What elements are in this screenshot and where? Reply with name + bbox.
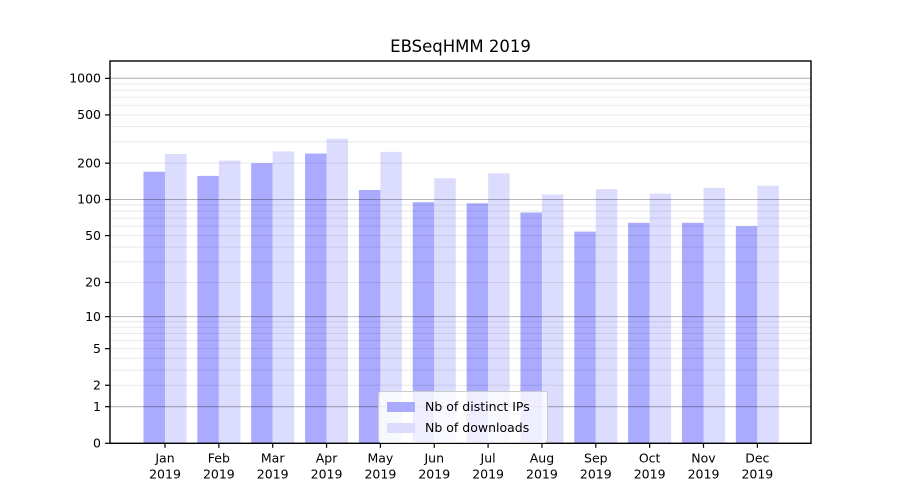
x-tick-label-aug: Aug: [530, 450, 554, 465]
axes-frame: [109, 60, 812, 444]
x-tick-label-jun: Jun: [423, 450, 444, 465]
legend-label-distinct-ips: Nb of distinct IPs: [425, 399, 530, 414]
x-tick-label-year-apr: 2019: [311, 466, 343, 481]
y-tick-label-500: 500: [77, 107, 101, 122]
bar-downloads-apr: [326, 138, 349, 444]
legend: Nb of distinct IPs Nb of downloads: [378, 391, 548, 443]
x-tick-label-dec: Dec: [745, 450, 769, 465]
y-tick-label-0: 0: [93, 436, 101, 451]
x-tick-label-year-jul: 2019: [472, 466, 504, 481]
bar-distinct-ips-nov: [682, 222, 704, 444]
legend-label-downloads: Nb of downloads: [425, 420, 530, 435]
y-tick-label-2: 2: [93, 377, 101, 392]
y-tick-label-5: 5: [93, 341, 101, 356]
x-tick-label-year-mar: 2019: [257, 466, 289, 481]
bar-distinct-ips-apr: [305, 153, 327, 444]
x-tick-label-year-feb: 2019: [203, 466, 235, 481]
legend-item-downloads: Nb of downloads: [386, 419, 540, 436]
bar-downloads-mar: [272, 151, 295, 444]
y-tick-label-200: 200: [77, 155, 101, 170]
x-tick-label-mar: Mar: [261, 450, 285, 465]
bar-distinct-ips-mar: [251, 163, 273, 444]
bar-downloads-jul: [488, 173, 510, 444]
x-tick-label-sep: Sep: [584, 450, 608, 465]
y-tick-label-100: 100: [77, 192, 101, 207]
y-tick-label-20: 20: [85, 275, 101, 290]
legend-item-distinct-ips: Nb of distinct IPs: [386, 398, 540, 415]
x-tick-label-year-dec: 2019: [741, 466, 773, 481]
x-tick-label-year-nov: 2019: [688, 466, 720, 481]
bar-distinct-ips-sep: [574, 231, 596, 444]
y-tick-label-10: 10: [85, 309, 101, 324]
x-tick-label-year-jun: 2019: [418, 466, 450, 481]
bar-downloads-sep: [595, 189, 618, 444]
bar-downloads-feb: [218, 160, 241, 444]
y-tick-label-50: 50: [85, 228, 101, 243]
bar-downloads-jun: [434, 178, 456, 444]
bar-downloads-jan: [165, 154, 187, 444]
bar-distinct-ips-may: [358, 189, 381, 444]
bar-distinct-ips-jul: [466, 203, 489, 444]
bar-downloads-dec: [757, 185, 779, 444]
bar-downloads-nov: [703, 187, 725, 444]
x-tick-label-nov: Nov: [691, 450, 716, 465]
bar-distinct-ips-jun: [412, 202, 435, 444]
bar-downloads-aug: [541, 194, 564, 444]
y-tick-label-1: 1: [93, 399, 101, 414]
x-tick-label-year-sep: 2019: [580, 466, 612, 481]
bar-distinct-ips-jan: [143, 171, 165, 444]
bar-distinct-ips-feb: [197, 175, 219, 444]
bar-distinct-ips-dec: [735, 226, 758, 444]
bar-downloads-may: [380, 151, 402, 444]
x-tick-label-oct: Oct: [639, 450, 661, 465]
x-tick-label-year-may: 2019: [364, 466, 396, 481]
x-tick-label-may: May: [367, 450, 393, 465]
x-tick-label-year-jan: 2019: [149, 466, 181, 481]
chart-title: EBSeqHMM 2019: [390, 37, 531, 56]
x-tick-label-year-aug: 2019: [526, 466, 558, 481]
bar-distinct-ips-oct: [628, 222, 650, 444]
x-tick-label-jul: Jul: [480, 450, 496, 465]
x-tick-label-year-oct: 2019: [634, 466, 666, 481]
legend-swatch-distinct-ips: [387, 401, 415, 412]
bar-distinct-ips-aug: [520, 212, 542, 444]
bar-downloads-oct: [649, 193, 672, 444]
x-tick-label-apr: Apr: [316, 450, 338, 465]
y-tick-label-1000: 1000: [69, 71, 101, 86]
x-tick-label-jan: Jan: [154, 450, 174, 465]
x-tick-label-feb: Feb: [208, 450, 230, 465]
legend-swatch-downloads: [387, 422, 415, 433]
